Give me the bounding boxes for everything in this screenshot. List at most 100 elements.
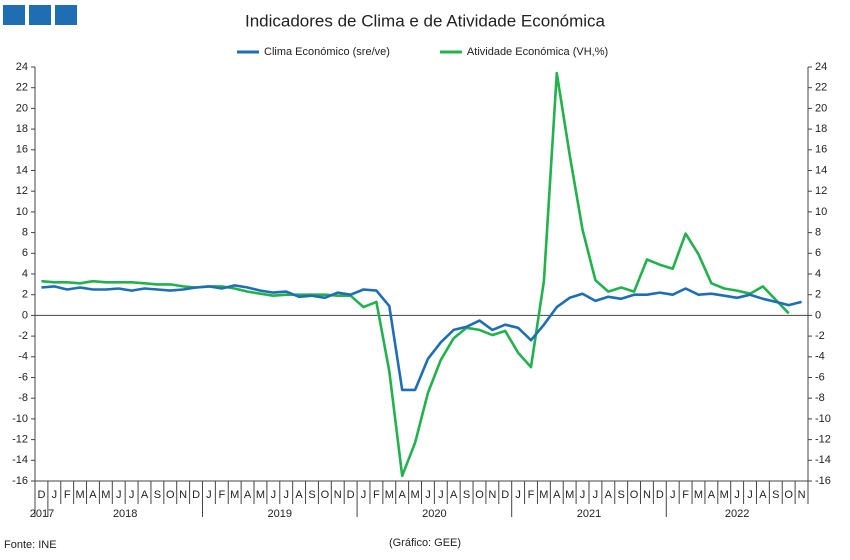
x-tick-label: J: [580, 489, 586, 501]
y2-tick-label: 6: [815, 247, 821, 259]
x-tick-label: F: [682, 489, 689, 501]
y-tick-label: -16: [12, 475, 28, 487]
y-tick-label: 20: [16, 102, 28, 114]
y2-tick-label: -8: [815, 392, 825, 404]
x-tick-label: J: [670, 489, 676, 501]
source: Fonte: INE: [4, 539, 57, 551]
x-tick-label: A: [89, 489, 97, 501]
x-tick-label: M: [230, 489, 239, 501]
y2-tick-label: 16: [815, 144, 827, 156]
y-tick-label: 16: [16, 144, 28, 156]
x-tick-label: S: [154, 489, 161, 501]
x-tick-label: J: [129, 489, 135, 501]
x-tick-label: J: [52, 489, 58, 501]
y-tick-label: 14: [16, 164, 28, 176]
x-tick-label: M: [101, 489, 110, 501]
y2-tick-label: -10: [815, 413, 831, 425]
chart-title: Indicadores de Clima e de Atividade Econ…: [245, 11, 606, 30]
y2-tick-label: 4: [815, 268, 821, 280]
x-tick-label: F: [528, 489, 535, 501]
x-tick-label: A: [708, 489, 716, 501]
x-tick-label: J: [361, 489, 367, 501]
y-tick-label: -8: [18, 392, 28, 404]
x-tick-label: A: [399, 489, 407, 501]
y-tick-label: -14: [12, 454, 28, 466]
y2-tick-label: 12: [815, 185, 827, 197]
x-tick-label: J: [734, 489, 740, 501]
x-tick-label: S: [308, 489, 315, 501]
year-label: 2018: [113, 508, 137, 520]
y2-tick-label: -6: [815, 371, 825, 383]
x-tick-label: J: [515, 489, 521, 501]
x-tick-label: M: [565, 489, 574, 501]
y2-tick-label: -4: [815, 351, 825, 363]
x-tick-label: O: [321, 489, 330, 501]
x-tick-label: M: [694, 489, 703, 501]
x-tick-label: F: [373, 489, 380, 501]
y-tick-label: -6: [18, 371, 28, 383]
x-tick-label: M: [410, 489, 419, 501]
y2-tick-label: 0: [815, 309, 821, 321]
x-tick-label: J: [271, 489, 277, 501]
y-tick-label: 18: [16, 123, 28, 135]
logo-block: [55, 5, 77, 25]
x-tick-label: O: [630, 489, 639, 501]
x-tick-label: D: [656, 489, 664, 501]
x-tick-label: D: [501, 489, 509, 501]
legend-label: Clima Económico (sre/ve): [264, 46, 390, 58]
y-tick-label: -12: [12, 434, 28, 446]
y-tick-label: -10: [12, 413, 28, 425]
y2-tick-label: 8: [815, 227, 821, 239]
x-tick-label: D: [347, 489, 355, 501]
x-tick-label: N: [798, 489, 806, 501]
x-tick-label: F: [218, 489, 225, 501]
series-line: [41, 284, 802, 392]
y2-tick-label: 10: [815, 206, 827, 218]
y2-tick-label: 22: [815, 82, 827, 94]
year-label: 2022: [725, 508, 749, 520]
y-tick-label: 10: [16, 206, 28, 218]
x-tick-label: M: [539, 489, 548, 501]
y-tick-label: 0: [22, 309, 28, 321]
x-tick-label: J: [116, 489, 122, 501]
x-tick-label: J: [747, 489, 753, 501]
x-tick-label: N: [334, 489, 342, 501]
x-tick-label: M: [385, 489, 394, 501]
x-tick-label: O: [166, 489, 175, 501]
x-tick-label: M: [720, 489, 729, 501]
y2-tick-label: 20: [815, 102, 827, 114]
x-tick-label: N: [643, 489, 651, 501]
y-tick-label: 24: [16, 61, 28, 73]
x-tick-label: D: [192, 489, 200, 501]
x-tick-label: M: [76, 489, 85, 501]
x-tick-label: J: [593, 489, 599, 501]
credit: (Gráfico: GEE): [389, 537, 461, 549]
year-label: 2017: [30, 508, 54, 520]
x-tick-label: A: [295, 489, 303, 501]
y2-tick-label: -12: [815, 434, 831, 446]
x-tick-label: O: [784, 489, 793, 501]
x-tick-label: M: [256, 489, 265, 501]
x-tick-label: A: [244, 489, 252, 501]
y2-tick-label: -2: [815, 330, 825, 342]
y2-tick-label: 18: [815, 123, 827, 135]
legend-label: Atividade Económica (VH,%): [467, 46, 608, 58]
year-label: 2019: [268, 508, 292, 520]
y-tick-label: 2: [22, 289, 28, 301]
x-tick-label: N: [488, 489, 496, 501]
y-tick-label: 6: [22, 247, 28, 259]
x-tick-label: S: [463, 489, 470, 501]
x-tick-label: A: [450, 489, 458, 501]
y-tick-label: 22: [16, 82, 28, 94]
x-tick-label: A: [605, 489, 613, 501]
x-tick-label: J: [283, 489, 289, 501]
y-tick-label: -4: [18, 351, 28, 363]
y-tick-label: 4: [22, 268, 28, 280]
x-tick-label: N: [179, 489, 187, 501]
x-tick-label: O: [475, 489, 484, 501]
y2-tick-label: -14: [815, 454, 831, 466]
y2-tick-label: 24: [815, 61, 827, 73]
year-label: 2020: [422, 508, 446, 520]
x-tick-label: A: [141, 489, 149, 501]
y2-tick-label: 2: [815, 289, 821, 301]
